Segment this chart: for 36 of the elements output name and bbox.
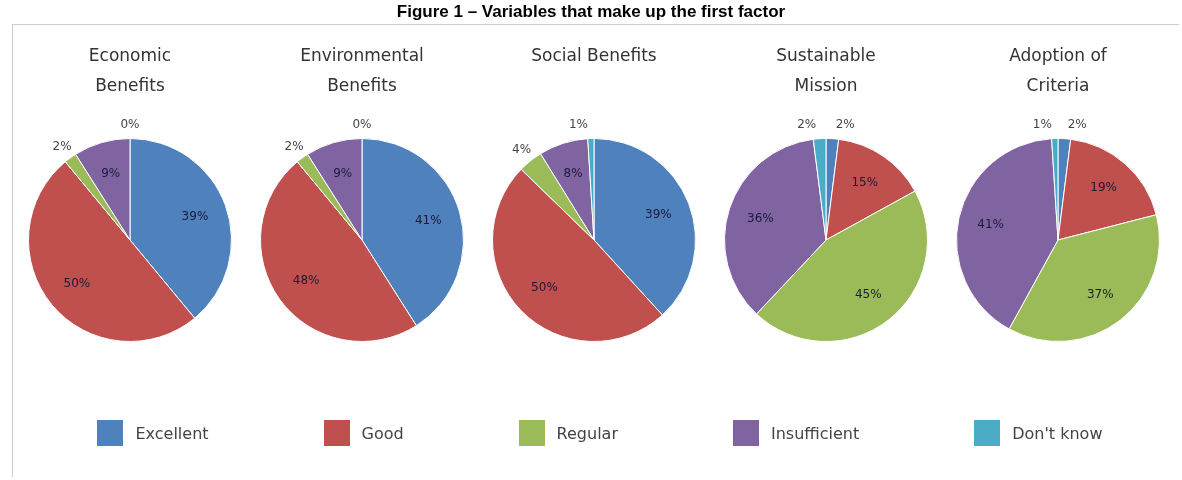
data-label: 50%: [63, 276, 91, 291]
caption: Figure 1 – Variables that make up the first factor: [395, 2, 787, 22]
legend-label: Insufficient: [770, 423, 860, 443]
data-label: 4%: [512, 142, 532, 157]
chart-title: Economic Benefits: [87, 44, 173, 97]
data-label: 1%: [1032, 116, 1052, 131]
data-label: 48%: [292, 272, 320, 287]
data-label: 2%: [284, 138, 304, 153]
chart-title: Sustainable Mission: [775, 44, 877, 97]
legend-label: Excellent: [135, 423, 209, 443]
text: 0%: [352, 116, 372, 131]
data-label: 2%: [835, 116, 855, 131]
chart-title: Social Benefits: [530, 44, 658, 67]
data-label: 9%: [101, 165, 121, 180]
data-label: 8%: [563, 166, 583, 181]
data-label: 2%: [1067, 116, 1087, 131]
text: 0%: [120, 116, 140, 131]
data-label: 36%: [747, 210, 774, 225]
chart-title: Environmental Benefits: [299, 44, 425, 97]
data-label: 19%: [1090, 180, 1117, 195]
data-label: 41%: [977, 217, 1004, 232]
chart-title: Adoption of Criteria: [1008, 44, 1108, 97]
legend-label: Good: [361, 423, 404, 443]
data-label: 39%: [645, 207, 672, 222]
data-label: 37%: [1086, 286, 1114, 301]
data-label: 50%: [531, 280, 558, 295]
data-label: 41%: [414, 212, 442, 227]
data-label: 2%: [797, 116, 817, 131]
data-label: 9%: [333, 165, 353, 180]
legend-label: Don't know: [1012, 423, 1103, 443]
data-label: 45%: [854, 286, 882, 301]
data-label: 1%: [568, 116, 588, 131]
data-label: 15%: [851, 175, 879, 190]
legend-label: Regular: [556, 423, 618, 443]
data-label: 39%: [181, 208, 209, 223]
data-label: 2%: [52, 138, 72, 153]
